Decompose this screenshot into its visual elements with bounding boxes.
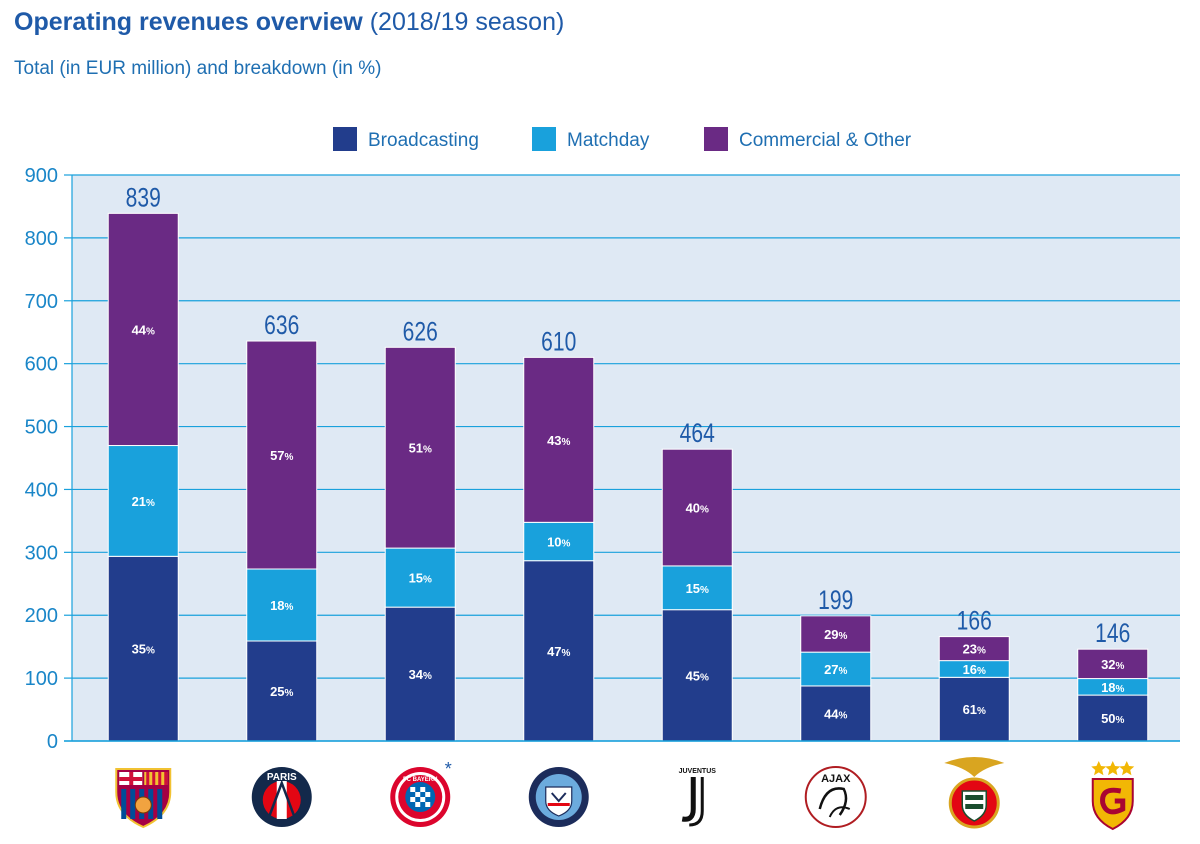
bar-ajax-broadcasting — [800, 685, 872, 742]
y-tick-label-500: 500 — [25, 417, 58, 439]
bar-manchester-city-broadcasting — [523, 560, 595, 742]
pct-label-fc-bayern-m-nchen-matchday: 15% — [409, 571, 432, 586]
psg-logo-text: PARIS — [267, 772, 297, 783]
bar-fc-bayern-m-nchen-broadcasting — [384, 606, 456, 742]
bar-fc-barcelona-commercial-other — [107, 212, 179, 447]
juventus-logo-text: JUVENTUS — [679, 768, 717, 775]
pct-label-manchester-city-broadcasting: 47% — [547, 644, 570, 659]
y-tick-label-0: 0 — [47, 731, 58, 753]
total-label-manchester-city: 610 — [541, 327, 576, 357]
bar-fc-barcelona-matchday — [107, 445, 179, 557]
total-label-galatasaray: 146 — [1095, 619, 1130, 649]
total-label-benfica: 166 — [957, 606, 992, 636]
y-tick-label-600: 600 — [25, 354, 58, 376]
barcelona-crest-icon — [115, 768, 172, 829]
bayern-crest-icon: FC BAYERN — [390, 767, 451, 827]
benfica-crest-icon — [944, 757, 1005, 829]
ajax-logo-text: AJAX — [821, 773, 851, 785]
chart-title-season: (2018/19 season) — [369, 8, 565, 36]
ajax-crest-icon: AJAX — [804, 766, 867, 828]
pct-label-galatasaray-matchday: 18% — [1101, 680, 1124, 695]
total-label-juventus: 464 — [680, 419, 715, 449]
pct-label-paris-saint-germain-matchday: 18% — [270, 598, 293, 613]
bar-ajax-commercial-other — [800, 615, 872, 653]
bar-ajax-matchday — [800, 651, 872, 687]
plot-area — [72, 175, 1180, 741]
legend-swatch-commercial-other — [704, 127, 728, 151]
legend-swatch-matchday — [532, 127, 556, 151]
y-tick-label-700: 700 — [25, 291, 58, 313]
bar-paris-saint-germain-commercial-other — [246, 340, 318, 570]
pct-label-fc-barcelona-matchday: 21% — [132, 494, 155, 509]
legend-label-matchday: Matchday — [567, 130, 650, 151]
pct-label-benfica-matchday: 16% — [963, 662, 986, 677]
y-tick-label-100: 100 — [25, 668, 58, 690]
chart-subtitle: Total (in EUR million) and breakdown (in… — [14, 58, 382, 79]
pct-label-galatasaray-broadcasting: 50% — [1101, 711, 1124, 726]
bar-manchester-city-commercial-other — [523, 356, 595, 523]
pct-label-paris-saint-germain-broadcasting: 25% — [270, 684, 293, 699]
juventus-logo-icon: JUVENTUS — [679, 768, 717, 827]
galatasaray-crest-icon — [1091, 761, 1135, 831]
bayern-logo-text: FC BAYERN — [403, 777, 437, 783]
pct-label-ajax-broadcasting: 44% — [824, 706, 847, 721]
pct-label-manchester-city-commercial-other: 43% — [547, 433, 570, 448]
pct-label-ajax-commercial-other: 29% — [824, 627, 847, 642]
man-city-crest-icon — [528, 767, 589, 827]
total-label-paris-saint-germain: 636 — [264, 311, 299, 341]
y-tick-label-800: 800 — [25, 228, 58, 250]
pct-label-juventus-matchday: 15% — [686, 581, 709, 596]
bar-juventus-commercial-other — [661, 448, 733, 567]
pct-label-benfica-broadcasting: 61% — [963, 702, 986, 717]
pct-label-juventus-commercial-other: 40% — [686, 501, 709, 516]
legend-swatch-broadcasting — [333, 127, 357, 151]
pct-label-manchester-city-matchday: 10% — [547, 535, 570, 550]
legend-label-broadcasting: Broadcasting — [368, 130, 479, 151]
chart-title-main: Operating revenues overview — [14, 8, 363, 36]
total-label-ajax: 199 — [818, 585, 853, 615]
bar-juventus-matchday — [661, 565, 733, 611]
bar-juventus-broadcasting — [661, 609, 733, 742]
psg-crest-icon: PARIS — [251, 767, 312, 827]
bar-galatasaray-broadcasting — [1077, 694, 1149, 742]
bar-benfica-broadcasting — [938, 676, 1010, 742]
legend-item-commercial-other: Commercial & Other — [704, 127, 912, 151]
y-tick-label-300: 300 — [25, 542, 58, 564]
pct-label-galatasaray-commercial-other: 32% — [1101, 657, 1124, 672]
legend-label-commercial-other: Commercial & Other — [739, 130, 912, 151]
pct-label-fc-bayern-m-nchen-commercial-other: 51% — [409, 441, 432, 456]
pct-label-paris-saint-germain-commercial-other: 57% — [270, 448, 293, 463]
y-tick-label-900: 900 — [25, 165, 58, 187]
legend-item-broadcasting: Broadcasting — [333, 127, 479, 151]
pct-label-fc-barcelona-commercial-other: 44% — [132, 322, 155, 337]
pct-label-juventus-broadcasting: 45% — [686, 668, 709, 683]
bar-benfica-commercial-other — [938, 636, 1010, 662]
bar-fc-bayern-m-nchen-commercial-other — [384, 346, 456, 549]
legend-item-matchday: Matchday — [532, 127, 650, 151]
y-tick-label-200: 200 — [25, 605, 58, 627]
chart-title: Operating revenues overview (2018/19 sea… — [14, 8, 564, 37]
total-label-fc-bayern-m-nchen: 626 — [403, 317, 438, 347]
bar-paris-saint-germain-broadcasting — [246, 640, 318, 742]
bayern-footnote-marker: * — [445, 759, 452, 779]
total-label-fc-barcelona: 839 — [126, 183, 161, 213]
pct-label-fc-bayern-m-nchen-broadcasting: 34% — [409, 667, 432, 682]
bar-galatasaray-commercial-other — [1077, 648, 1149, 680]
y-tick-label-400: 400 — [25, 479, 58, 501]
pct-label-benfica-commercial-other: 23% — [963, 642, 986, 657]
pct-label-ajax-matchday: 27% — [824, 662, 847, 677]
bar-fc-bayern-m-nchen-matchday — [384, 547, 456, 608]
pct-label-fc-barcelona-broadcasting: 35% — [132, 642, 155, 657]
